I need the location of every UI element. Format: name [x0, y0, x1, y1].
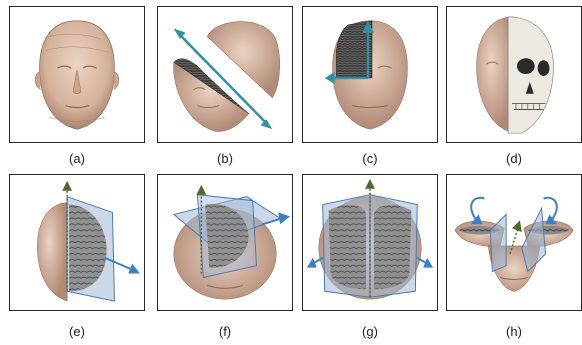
- caption-a: (a): [69, 151, 85, 166]
- sagittal-plane-icon: [37, 180, 141, 302]
- panel-e: [9, 174, 145, 311]
- skull-icon: [476, 16, 554, 134]
- caption-e: (e): [69, 324, 85, 339]
- panel-c: [302, 6, 438, 143]
- panel-d: [446, 6, 582, 143]
- caption-c: (c): [362, 151, 378, 166]
- head-icon: [34, 20, 120, 130]
- caption-b: (b): [217, 151, 233, 166]
- panel-b: [157, 6, 293, 143]
- quadrant-cut-icon: [324, 20, 408, 130]
- panel-g: [302, 174, 438, 311]
- caption-d: (d): [506, 151, 522, 166]
- panel-h: [446, 174, 582, 311]
- caption-h: (h): [506, 324, 522, 339]
- panel-a: [9, 6, 145, 143]
- caption-f: (f): [218, 324, 232, 339]
- double-plane-icon: [306, 178, 434, 300]
- caption-g: (g): [362, 324, 378, 339]
- rotated-plane-icon: [172, 184, 291, 300]
- diagonal-cut-icon: [173, 21, 280, 132]
- rotate-open-icon: [454, 196, 574, 292]
- panel-f: [157, 174, 293, 311]
